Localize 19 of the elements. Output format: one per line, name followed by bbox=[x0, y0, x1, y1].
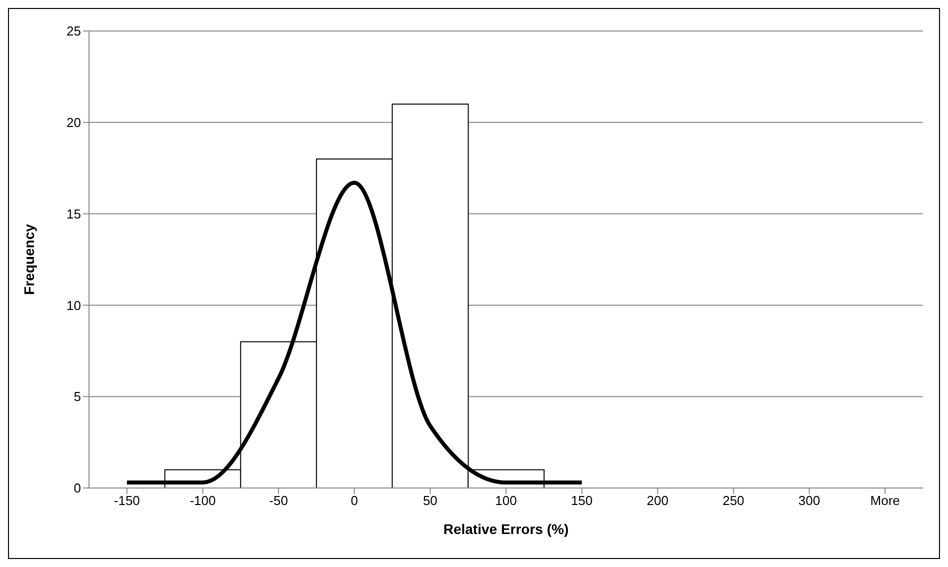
y-tick-label: 0 bbox=[74, 480, 81, 496]
x-tick-label: More bbox=[870, 493, 900, 508]
y-tick-label: 10 bbox=[66, 298, 81, 313]
x-tick-label: 250 bbox=[722, 493, 744, 508]
x-tick-label: 100 bbox=[495, 493, 517, 508]
x-tick-label: 300 bbox=[798, 493, 820, 508]
x-tick-label: 150 bbox=[570, 493, 593, 508]
y-tick-label: 25 bbox=[66, 24, 81, 39]
y-axis-title: Frequency bbox=[20, 224, 37, 295]
x-tick-label: 50 bbox=[422, 493, 438, 508]
y-tick-label: 5 bbox=[74, 389, 81, 404]
y-tick-label: 15 bbox=[66, 206, 81, 222]
x-tick-label: 0 bbox=[350, 493, 358, 508]
x-axis-title: Relative Errors (%) bbox=[443, 521, 569, 537]
x-tick-label: -150 bbox=[114, 493, 140, 508]
x-tick-label: 200 bbox=[646, 493, 668, 508]
y-tick-label: 20 bbox=[66, 115, 81, 130]
x-tick-label: -100 bbox=[190, 493, 216, 508]
x-tick-label: -50 bbox=[269, 493, 288, 508]
